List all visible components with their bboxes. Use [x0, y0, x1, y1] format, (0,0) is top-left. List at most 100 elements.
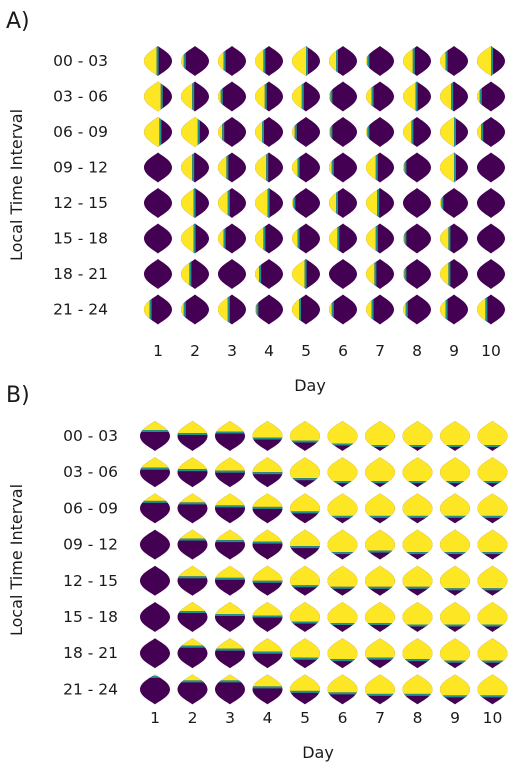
heatmap-cell	[215, 638, 245, 669]
heatmap-cell	[403, 223, 431, 254]
cell-shape	[218, 81, 246, 112]
heatmap-cell	[215, 674, 245, 705]
heatmap-cell	[329, 152, 357, 183]
heatmap-cell	[440, 117, 468, 147]
column-label: 3	[225, 709, 235, 727]
cell-shape	[140, 565, 170, 596]
heatmap-cell	[403, 188, 431, 218]
heatmap-cell	[218, 259, 246, 289]
heatmap-cell	[252, 493, 283, 524]
heatmap-cell	[215, 457, 245, 488]
column-label: 10	[481, 342, 501, 360]
row-label: 18 - 21	[63, 644, 118, 662]
row-label: 00 - 03	[63, 427, 118, 445]
cell-shape	[403, 152, 431, 183]
heatmap-cell	[144, 259, 172, 289]
column-label: 3	[227, 342, 237, 360]
cell-shape	[255, 259, 283, 289]
heatmap-cell	[477, 493, 508, 524]
heatmap-cell	[292, 46, 320, 76]
heatmap-cell	[327, 565, 358, 596]
column-label: 5	[301, 342, 311, 360]
heatmap-cell	[402, 493, 433, 524]
heatmap-cell	[403, 81, 431, 112]
panel-a-y-axis-title: Local Time Interval	[7, 109, 26, 261]
heatmap-cell	[177, 457, 208, 488]
heatmap-cell	[255, 259, 283, 289]
cell-shape	[140, 638, 170, 669]
heatmap-cell	[177, 602, 208, 632]
panel-b-row-labels: 00 - 03 03 - 06 06 - 09 09 - 12 12 - 15 15 - …	[63, 427, 118, 698]
heatmap-cell	[477, 46, 505, 76]
column-label: 7	[375, 342, 385, 360]
heatmap-cell	[144, 223, 172, 254]
heatmap-cell	[366, 152, 394, 183]
heatmap-cell	[140, 529, 170, 560]
heatmap-cell	[181, 223, 209, 254]
column-label: 8	[413, 709, 423, 727]
heatmap-cell	[290, 602, 320, 632]
column-label: 4	[263, 709, 273, 727]
cell-shape	[477, 117, 505, 147]
heatmap-cell	[440, 81, 468, 112]
heatmap-cell	[215, 565, 245, 596]
heatmap-cell	[329, 81, 357, 112]
heatmap-cell	[177, 493, 208, 524]
column-label: 10	[483, 709, 503, 727]
heatmap-cell	[215, 421, 245, 451]
heatmap-cell	[140, 565, 170, 596]
cell-shape	[403, 294, 431, 325]
heatmap-cell	[327, 674, 358, 705]
column-label: 1	[153, 342, 163, 360]
cell-shape	[477, 188, 505, 218]
heatmap-cell	[215, 602, 245, 632]
heatmap-cell	[440, 188, 468, 218]
heatmap-cell	[255, 223, 283, 254]
heatmap-cell	[252, 602, 283, 632]
heatmap-cell	[144, 152, 172, 183]
heatmap-cell	[140, 674, 170, 705]
heatmap-cell	[140, 421, 170, 451]
cell-shape	[140, 529, 170, 560]
heatmap-cell	[329, 46, 357, 76]
heatmap-cell	[477, 674, 508, 705]
row-label: 03 - 06	[63, 463, 118, 481]
heatmap-cell	[366, 294, 394, 325]
heatmap-cell	[477, 188, 505, 218]
heatmap-cell	[290, 457, 320, 488]
heatmap-cell	[477, 421, 508, 451]
heatmap-cell	[477, 457, 508, 488]
cell-shape	[218, 117, 246, 147]
heatmap-cell	[290, 674, 320, 705]
heatmap-cell	[329, 223, 357, 254]
heatmap-cell	[440, 223, 468, 254]
heatmap-cell	[366, 46, 394, 76]
heatmap-cell	[477, 152, 505, 183]
heatmap-cell	[215, 493, 245, 524]
heatmap-cell	[440, 294, 468, 325]
heatmap-cell	[365, 529, 395, 560]
heatmap-cell	[255, 294, 283, 325]
heatmap-cell	[290, 493, 320, 524]
heatmap-cell	[218, 294, 246, 325]
heatmap-cell	[327, 493, 358, 524]
heatmap-cell	[477, 223, 505, 254]
heatmap-cell	[327, 638, 358, 669]
heatmap-cell	[477, 259, 505, 289]
heatmap-cell	[181, 46, 209, 76]
heatmap-cell	[365, 421, 395, 451]
heatmap-cell	[292, 81, 320, 112]
heatmap-cell	[402, 674, 433, 705]
heatmap-cell	[290, 638, 320, 669]
column-label: 8	[412, 342, 422, 360]
heatmap-cell	[292, 223, 320, 254]
heatmap-cell	[177, 421, 208, 451]
heatmap-cell	[403, 294, 431, 325]
heatmap-cell	[327, 457, 358, 488]
heatmap-cell	[365, 638, 395, 669]
panel-b-label: B)	[6, 383, 30, 408]
heatmap-cell	[440, 565, 470, 596]
heatmap-cell	[365, 565, 395, 596]
heatmap-cell	[403, 152, 431, 183]
